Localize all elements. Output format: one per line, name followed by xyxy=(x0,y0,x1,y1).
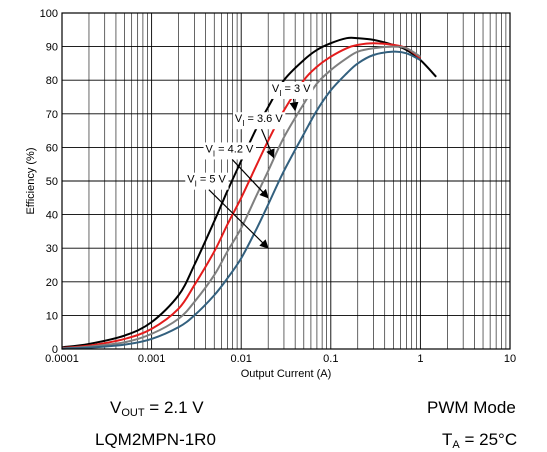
annotation-subscript: I xyxy=(195,180,197,189)
annotation-arrow-0 xyxy=(289,98,299,112)
x-axis-title: Output Current (A) xyxy=(241,368,331,380)
annotation-label-bg xyxy=(232,112,286,130)
x-tick-label: 0.0001 xyxy=(45,353,79,365)
series-line-2 xyxy=(61,45,421,350)
annotation-label-bg xyxy=(269,81,314,99)
grid xyxy=(61,12,510,350)
y-tick-label: 100 xyxy=(40,8,58,20)
y-axis-title: Efficiency (%) xyxy=(25,147,37,214)
annotation-label-3: VI = 5 V xyxy=(187,174,226,189)
annotation-symbol: V xyxy=(272,83,280,95)
mode-condition: PWM Mode xyxy=(427,398,516,417)
y-tick-label: 0 xyxy=(52,344,58,356)
annotation-value: = 5 V xyxy=(197,174,227,186)
annotation-arrow-3 xyxy=(208,189,269,249)
x-tick-label: 10 xyxy=(504,353,516,365)
vout-symbol: V xyxy=(110,398,122,417)
annotation-subscript: I xyxy=(213,149,215,158)
tick-labels: 0.0001 0.001 0.01 0.1 1 100102030405060708090… xyxy=(40,8,516,365)
annotation-symbol: V xyxy=(187,174,195,186)
annotation-label-bg xyxy=(203,142,257,160)
series-lines xyxy=(61,36,437,350)
annotation-symbol: V xyxy=(206,143,214,155)
series-line-0 xyxy=(61,36,437,349)
y-tick-label: 70 xyxy=(46,109,58,121)
plot-frame xyxy=(61,12,511,350)
annotation-value: = 3.6 V xyxy=(244,113,283,125)
x-tick-label: 1 xyxy=(417,353,423,365)
annotation-arrow-1 xyxy=(260,128,275,159)
annotation-symbol: V xyxy=(235,113,243,125)
y-tick-label: 10 xyxy=(46,310,58,322)
annotation-subscript: I xyxy=(242,119,244,128)
x-tick-label: 0.1 xyxy=(323,353,338,365)
vout-condition: VOUT = 2.1 V xyxy=(110,398,204,419)
ta-value: = 25°C xyxy=(459,430,518,449)
y-tick-label: 40 xyxy=(46,210,58,222)
y-tick-label: 80 xyxy=(46,75,58,87)
annotation-value: = 4.2 V xyxy=(215,143,254,155)
annotation-label-0: VI = 3 V xyxy=(272,83,311,98)
vout-subscript: OUT xyxy=(121,407,145,419)
x-tick-label: 0.01 xyxy=(230,353,251,365)
y-tick-label: 60 xyxy=(46,142,58,154)
annotation-label-1: VI = 3.6 V xyxy=(235,113,283,128)
y-tick-label: 50 xyxy=(46,176,58,188)
vout-value: = 2.1 V xyxy=(144,398,204,417)
series-line-1 xyxy=(61,42,422,349)
annotation-label-bg xyxy=(185,172,229,190)
ta-symbol: T xyxy=(442,430,453,449)
temperature-condition: TA = 25°C xyxy=(442,430,517,451)
inductor-condition: LQM2MPN-1R0 xyxy=(95,430,216,449)
annotation-arrow-2 xyxy=(231,159,269,199)
ta-subscript: A xyxy=(452,439,460,451)
series-annotations: VI = 3 VVI = 3.6 VVI = 4.2 VVI = 5 V xyxy=(185,81,314,249)
y-tick-label: 90 xyxy=(46,42,58,54)
y-tick-label: 20 xyxy=(46,277,58,289)
annotation-value: = 3 V xyxy=(281,83,311,95)
series-line-3 xyxy=(61,50,421,350)
y-tick-label: 30 xyxy=(46,243,58,255)
annotation-label-2: VI = 4.2 V xyxy=(206,143,254,158)
annotation-subscript: I xyxy=(279,89,281,98)
x-tick-label: 0.001 xyxy=(138,353,166,365)
